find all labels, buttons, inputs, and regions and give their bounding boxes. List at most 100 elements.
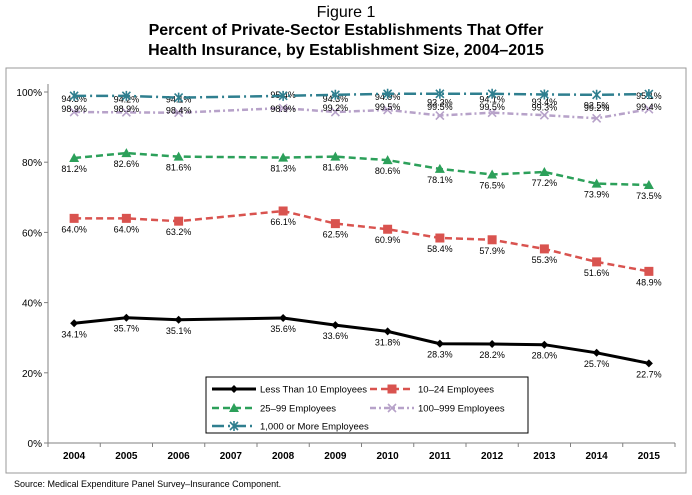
series-line [74, 209, 650, 273]
data-label: 78.1% [427, 175, 453, 185]
data-point [383, 224, 393, 234]
data-point [488, 340, 497, 349]
chart-frame [5, 67, 687, 474]
data-point [643, 180, 654, 190]
data-label: 99.5% [427, 102, 453, 112]
data-label: 81.2% [61, 164, 87, 174]
data-label: 93.3% [427, 98, 453, 108]
data-point [122, 313, 131, 322]
data-point [383, 88, 393, 99]
legend-box [205, 376, 529, 434]
chart-title-line-1: Percent of Private-Sector Establishments… [148, 22, 544, 39]
data-point [121, 107, 131, 117]
data-label: 48.9% [636, 277, 662, 287]
data-label: 99.5% [375, 102, 401, 112]
data-point [540, 340, 549, 349]
data-point [279, 314, 288, 323]
data-label: 99.5% [479, 102, 505, 112]
series-3: 81.2% 82.6% 81.6% 81.3% 81.6% 80.6% 78.1% 76.5%… [61, 148, 662, 201]
data-label: 25.7% [584, 359, 610, 369]
data-point [644, 359, 653, 368]
legend-entry-label: 100–999 Employees [418, 404, 505, 415]
x-tick-label: 2012 [481, 451, 504, 462]
data-label: 64.0% [61, 224, 87, 234]
data-label: 73.5% [636, 191, 662, 201]
data-label: 55.3% [532, 255, 558, 265]
data-label: 35.7% [114, 324, 140, 334]
data-point [230, 385, 238, 393]
series-line [73, 316, 650, 365]
data-point [487, 169, 498, 179]
data-point [487, 235, 497, 245]
data-point [539, 244, 549, 254]
data-point [592, 113, 602, 123]
data-label: 35.6% [270, 324, 296, 334]
data-point [70, 319, 79, 328]
data-point [435, 233, 445, 243]
data-label: 99.3% [532, 102, 558, 112]
data-point [330, 151, 341, 161]
legend-entry-label: 1,000 or More Employees [260, 422, 369, 433]
data-label: 80.6% [375, 166, 401, 176]
data-label: 28.0% [532, 351, 558, 361]
series-2: 64.0% 64.0% 63.2% 66.1% 62.5% 60.9% 58.4% 57.9%… [61, 206, 662, 287]
data-point [174, 92, 184, 103]
data-label: 81.3% [270, 164, 296, 174]
data-point [539, 167, 550, 177]
data-point [592, 348, 601, 357]
data-point [382, 155, 393, 165]
data-point [69, 213, 79, 223]
data-label: 28.2% [479, 350, 505, 360]
y-tick-label: 40% [22, 299, 42, 310]
data-point [387, 384, 397, 394]
data-point [434, 163, 445, 173]
data-label: 33.6% [323, 331, 349, 341]
data-point [278, 103, 288, 113]
data-label: 94.1% [479, 95, 505, 105]
x-tick-label: 2010 [377, 451, 400, 462]
data-label: 60.9% [375, 235, 401, 245]
source-note: Source: Medical Expenditure Panel Survey… [14, 479, 282, 489]
data-point [278, 152, 289, 162]
data-point [121, 90, 131, 101]
data-label: 34.1% [61, 329, 87, 339]
data-point [330, 107, 340, 117]
data-label: 98.9% [270, 104, 296, 114]
data-point [174, 216, 184, 226]
data-point [539, 89, 549, 100]
data-point [330, 89, 340, 100]
data-point [539, 110, 549, 120]
data-label: 98.4% [166, 106, 192, 116]
data-point [592, 89, 602, 100]
x-tick-label: 2013 [533, 451, 556, 462]
data-label: 63.2% [166, 227, 192, 237]
legend-entry-label: Less Than 10 Employees [260, 385, 367, 396]
data-label: 93.4% [532, 97, 558, 107]
data-point [644, 266, 654, 276]
legend: Less Than 10 Employees 10–24 Employees 25–… [205, 376, 529, 434]
data-label: 99.2% [584, 103, 610, 113]
data-point [69, 107, 79, 117]
data-label: 22.7% [636, 369, 662, 379]
data-label: 35.1% [166, 326, 192, 336]
data-point [383, 327, 392, 336]
data-label: 73.9% [584, 190, 610, 200]
data-point [278, 206, 288, 216]
data-point [69, 152, 80, 162]
x-tick-label: 2011 [429, 451, 451, 462]
data-point [121, 213, 131, 223]
data-point [592, 257, 602, 267]
data-label: 98.9% [61, 104, 87, 114]
data-label: 99.2% [323, 103, 349, 113]
data-label: 81.6% [166, 163, 192, 173]
x-tick-label: 2006 [168, 451, 191, 462]
data-label: 77.2% [532, 178, 558, 188]
data-label: 82.6% [114, 159, 140, 169]
data-point [487, 108, 497, 118]
data-point [435, 339, 444, 348]
x-tick-label: 2009 [324, 451, 347, 462]
data-label: 57.9% [479, 246, 505, 256]
data-point [330, 219, 340, 229]
y-tick-label: 0% [28, 439, 43, 450]
